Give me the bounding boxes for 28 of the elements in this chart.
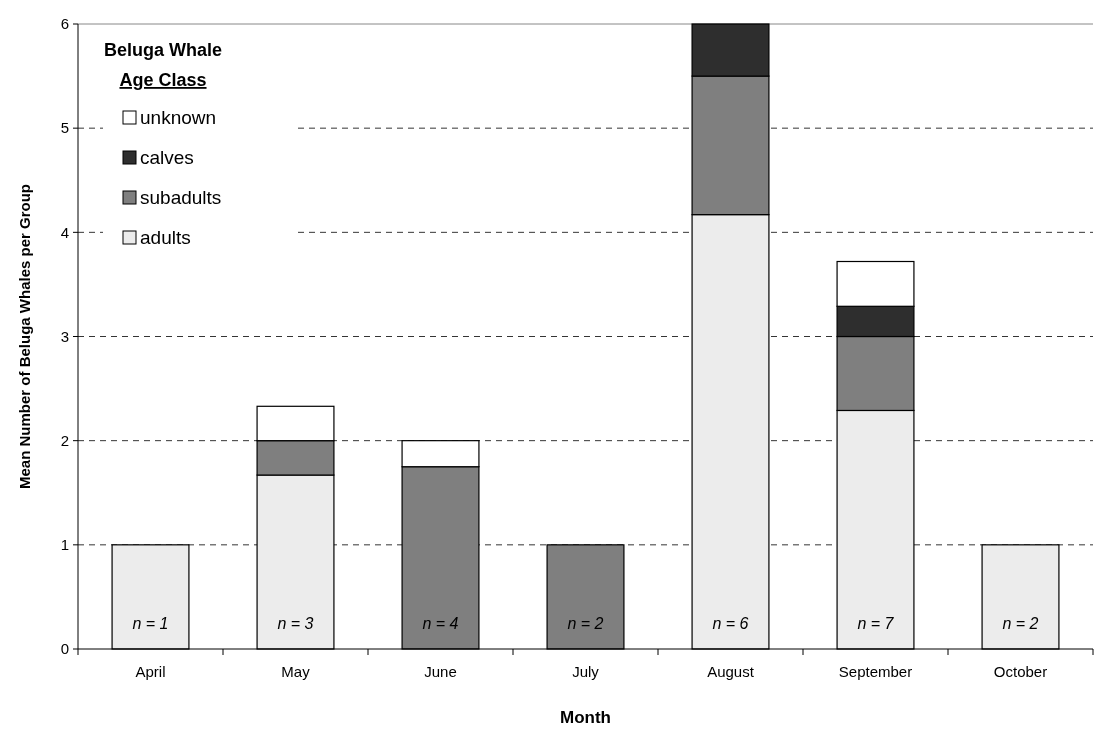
legend-title: Beluga Whale Age Class xyxy=(103,40,223,90)
y-tick-label: 3 xyxy=(60,327,69,345)
x-tick-label: October xyxy=(993,663,1048,680)
legend-label: subadults xyxy=(140,187,222,208)
legend-label: adults xyxy=(140,227,191,248)
annotation: n = 3 xyxy=(277,615,314,632)
y-tick-label: 2 xyxy=(60,431,69,449)
x-tick-label: April xyxy=(135,663,166,680)
annotation: n = 7 xyxy=(857,615,895,632)
x-axis-title: Month xyxy=(560,708,611,727)
annotation: n = 1 xyxy=(132,615,169,632)
annotation: n = 4 xyxy=(422,615,459,632)
legend-label: unknown xyxy=(140,107,217,128)
y-tick-label: 0 xyxy=(60,640,69,658)
y-tick-label: 4 xyxy=(60,223,69,241)
x-tick-label: June xyxy=(424,663,457,680)
x-tick-label: July xyxy=(572,663,600,680)
x-tick-label: May xyxy=(281,663,311,680)
annotation: n = 6 xyxy=(712,615,749,632)
x-tick-label: August xyxy=(707,663,755,680)
y-tick-label: 6 xyxy=(60,15,69,33)
x-tick-label: September xyxy=(838,663,913,680)
annotation: n = 2 xyxy=(1002,615,1039,632)
legend-label: calves xyxy=(140,147,194,168)
y-axis-title: Mean Number of Beluga Whales per Group xyxy=(16,183,33,490)
y-tick-label: 1 xyxy=(60,536,69,554)
annotation: n = 2 xyxy=(567,615,604,632)
y-tick-label: 5 xyxy=(60,119,69,137)
